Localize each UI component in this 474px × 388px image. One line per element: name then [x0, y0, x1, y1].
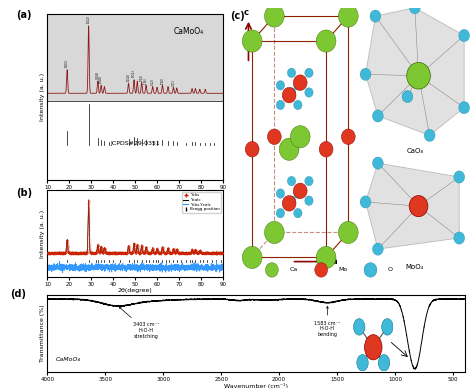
Circle shape [357, 355, 368, 371]
Circle shape [378, 355, 390, 371]
Text: (204): (204) [140, 74, 144, 81]
Circle shape [370, 10, 381, 22]
Y-axis label: Intensity (a. u.): Intensity (a. u.) [40, 73, 45, 121]
Circle shape [293, 183, 307, 199]
Text: (c): (c) [230, 10, 245, 21]
Circle shape [338, 5, 358, 27]
Circle shape [373, 110, 383, 122]
Circle shape [319, 142, 333, 157]
Y-axis label: Transmittance (%): Transmittance (%) [40, 305, 45, 362]
Circle shape [365, 334, 382, 360]
Y-axis label: Intensity (a. u.): Intensity (a. u.) [40, 210, 45, 258]
Circle shape [409, 196, 428, 217]
Circle shape [459, 102, 470, 114]
Circle shape [373, 157, 383, 169]
Circle shape [294, 100, 302, 110]
Circle shape [245, 142, 259, 157]
Text: Mo: Mo [338, 267, 348, 272]
Circle shape [242, 246, 262, 268]
Circle shape [382, 319, 393, 335]
Text: (d): (d) [10, 289, 26, 299]
Polygon shape [365, 163, 459, 249]
Circle shape [294, 208, 302, 218]
Text: c: c [244, 8, 248, 17]
Circle shape [279, 138, 299, 160]
Circle shape [282, 87, 296, 103]
Circle shape [276, 189, 284, 198]
Circle shape [373, 243, 383, 255]
Circle shape [402, 90, 413, 103]
Circle shape [305, 196, 313, 205]
Text: 1583 cm⁻¹
H-O-H
bending: 1583 cm⁻¹ H-O-H bending [314, 306, 340, 337]
Text: CaO₈: CaO₈ [406, 148, 423, 154]
Text: MoO₄: MoO₄ [406, 264, 424, 270]
Circle shape [264, 5, 284, 27]
Circle shape [267, 129, 281, 144]
Text: CaMoO₄: CaMoO₄ [56, 357, 81, 362]
Text: (112): (112) [87, 16, 91, 23]
Circle shape [360, 68, 371, 80]
Polygon shape [365, 8, 464, 135]
Text: (220): (220) [161, 77, 164, 83]
Circle shape [454, 171, 465, 183]
Circle shape [294, 81, 302, 90]
Circle shape [316, 246, 336, 268]
Text: (114): (114) [127, 73, 130, 81]
Text: (200): (200) [99, 74, 103, 83]
Circle shape [276, 208, 284, 218]
Circle shape [354, 319, 365, 335]
Circle shape [305, 88, 313, 97]
Text: JCPDS#29-0351: JCPDS#29-0351 [110, 141, 160, 146]
Circle shape [287, 196, 296, 205]
Circle shape [407, 62, 430, 89]
Circle shape [341, 129, 355, 144]
X-axis label: Wavenumber (cm⁻¹): Wavenumber (cm⁻¹) [224, 383, 288, 388]
Circle shape [305, 176, 313, 186]
Circle shape [454, 232, 465, 244]
Circle shape [364, 263, 377, 277]
X-axis label: 2θ(degree): 2θ(degree) [118, 191, 153, 196]
Circle shape [287, 68, 296, 78]
Circle shape [360, 196, 371, 208]
X-axis label: 2θ(degree): 2θ(degree) [118, 288, 153, 293]
Circle shape [316, 30, 336, 52]
Text: a: a [332, 257, 337, 267]
Text: (101): (101) [65, 59, 69, 67]
Text: CaMoO₄: CaMoO₄ [173, 27, 204, 36]
Circle shape [282, 196, 296, 211]
Legend: Yobs, Ycalc, Yobs-Ycalc, Bragg position: Yobs, Ycalc, Yobs-Ycalc, Bragg position [182, 192, 221, 213]
Circle shape [305, 68, 313, 78]
Circle shape [291, 126, 310, 148]
Text: (004): (004) [96, 71, 100, 79]
Circle shape [410, 2, 420, 14]
Circle shape [276, 81, 284, 90]
Text: (a): (a) [16, 10, 31, 20]
Circle shape [424, 129, 435, 142]
Circle shape [459, 29, 470, 42]
Circle shape [276, 100, 284, 110]
Text: 3403 cm⁻¹
H-O-H
stretching: 3403 cm⁻¹ H-O-H stretching [119, 307, 159, 339]
Text: (301): (301) [172, 79, 175, 86]
Circle shape [264, 222, 284, 244]
Circle shape [265, 263, 278, 277]
Text: (312): (312) [151, 78, 155, 85]
Bar [47, 101, 223, 180]
Text: O: O [388, 267, 393, 272]
Circle shape [315, 263, 328, 277]
Bar [47, 14, 223, 101]
Circle shape [338, 222, 358, 244]
Text: (116): (116) [144, 77, 148, 83]
Circle shape [287, 176, 296, 186]
Text: Ca: Ca [289, 267, 297, 272]
Text: (b): (b) [16, 189, 32, 198]
Circle shape [287, 88, 296, 97]
Circle shape [293, 75, 307, 90]
Circle shape [242, 30, 262, 52]
Circle shape [294, 189, 302, 198]
Text: (211): (211) [132, 69, 136, 77]
